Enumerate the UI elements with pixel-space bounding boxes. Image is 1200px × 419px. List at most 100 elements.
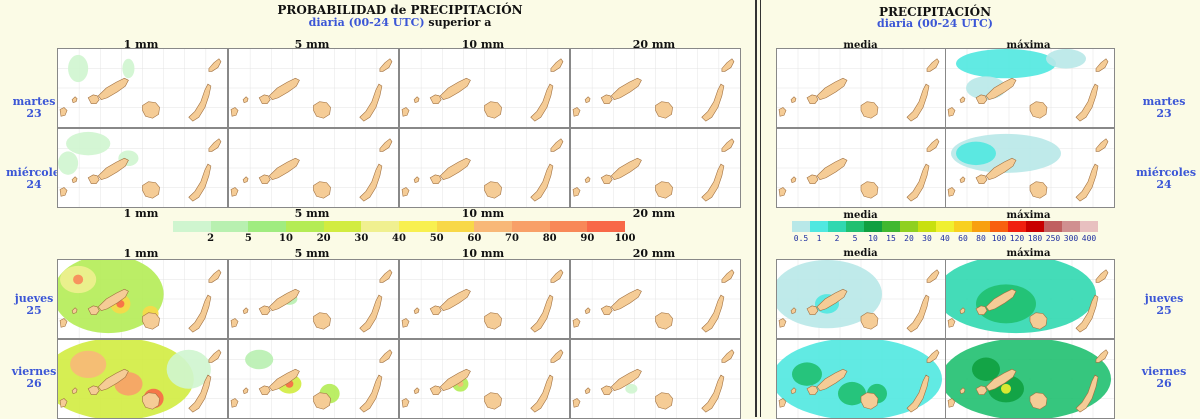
left-col-5mm-mid: 5 mm bbox=[294, 207, 330, 220]
section-separator-2 bbox=[760, 0, 761, 417]
map-panel-miercoles-5mm bbox=[228, 128, 399, 208]
colorbar-tick-label: 120 bbox=[1009, 234, 1025, 243]
colorbar-tick-label: 30 bbox=[922, 234, 932, 243]
colorbar-swatch bbox=[846, 221, 864, 232]
probability-colorbar: 2 5 10 20 30 40 50 60 70 80 90 100 bbox=[173, 221, 635, 245]
colorbar-swatch bbox=[173, 221, 211, 232]
colorbar-tick-label: 5 bbox=[244, 233, 252, 244]
left-col-10mm-mid: 10 mm bbox=[461, 207, 505, 220]
left-subtitle: diaria (00-24 UTC) superior a bbox=[255, 16, 545, 29]
colorbar-swatch bbox=[399, 221, 437, 232]
colorbar-swatch bbox=[1062, 221, 1080, 232]
left-subtitle-threshold: superior a bbox=[428, 16, 492, 29]
left-col-1mm-bot: 1 mm bbox=[123, 247, 159, 260]
colorbar-tick-label: 100 bbox=[991, 234, 1007, 243]
left-col-20mm-bot: 20 mm bbox=[632, 247, 676, 260]
colorbar-tick-label: 2 bbox=[207, 233, 215, 244]
map-panel-martes-maxima bbox=[945, 48, 1115, 128]
colorbar-swatch bbox=[361, 221, 399, 232]
colorbar-tick-label: 10 bbox=[279, 233, 293, 244]
right-col-maxima-bot: máxima bbox=[1006, 248, 1051, 259]
right-col-media-mid: media bbox=[843, 210, 878, 221]
colorbar-swatch bbox=[1008, 221, 1026, 232]
map-panel-viernes-10mm bbox=[399, 339, 570, 419]
colorbar-tick-label: 60 bbox=[958, 234, 968, 243]
colorbar-tick-label: 0.5 bbox=[793, 234, 809, 243]
colorbar-swatch bbox=[512, 221, 550, 232]
colorbar-swatch bbox=[549, 221, 588, 232]
map-panel-miercoles-1mm bbox=[57, 128, 228, 208]
left-col-20mm-mid: 20 mm bbox=[632, 207, 676, 220]
map-panel-jueves-1mm bbox=[57, 259, 228, 339]
colorbar-swatch bbox=[248, 221, 286, 232]
colorbar-swatch bbox=[587, 221, 625, 232]
colorbar-tick-label: 100 bbox=[614, 233, 636, 244]
colorbar-swatch bbox=[864, 221, 882, 232]
map-panel-martes-1mm bbox=[57, 48, 228, 128]
row-label-jueves-right: jueves 25 bbox=[1144, 292, 1184, 317]
map-panel-miercoles-20mm bbox=[570, 128, 741, 208]
colorbar-swatch bbox=[1026, 221, 1044, 232]
colorbar-tick-label: 60 bbox=[467, 233, 482, 244]
colorbar-swatch bbox=[1080, 221, 1098, 232]
colorbar-tick-label: 15 bbox=[886, 234, 896, 243]
colorbar-tick-label: 50 bbox=[429, 233, 444, 244]
colorbar-tick-label: 300 bbox=[1063, 234, 1079, 243]
right-col-maxima-top: máxima bbox=[1006, 40, 1051, 51]
colorbar-swatch bbox=[936, 221, 954, 232]
right-subtitle: diaria (00-24 UTC) bbox=[860, 17, 1010, 30]
left-subtitle-period: diaria (00-24 UTC) bbox=[308, 16, 425, 29]
left-col-10mm-bot: 10 mm bbox=[461, 247, 505, 260]
map-panel-martes-20mm bbox=[570, 48, 741, 128]
colorbar-swatch bbox=[286, 221, 324, 232]
row-label-miercoles: miércoles 24 bbox=[6, 166, 67, 191]
right-title: PRECIPITACIÓN bbox=[878, 5, 992, 19]
left-col-1mm-top: 1 mm bbox=[123, 38, 159, 51]
precipitation-colorbar: 0.5 1 2 5 10 15 20 30 40 60 80 100 120 180 250 300 400 bbox=[792, 221, 1098, 245]
colorbar-swatch bbox=[474, 221, 512, 232]
colorbar-tick-label: 20 bbox=[316, 233, 331, 244]
section-separator bbox=[755, 0, 757, 417]
map-panel-miercoles-media bbox=[776, 128, 946, 208]
colorbar-tick-label: 20 bbox=[904, 234, 914, 243]
colorbar-swatch bbox=[954, 221, 972, 232]
colorbar-tick-label: 90 bbox=[580, 233, 595, 244]
colorbar-tick-label: 40 bbox=[392, 233, 406, 244]
colorbar-swatch bbox=[810, 221, 828, 232]
map-panel-viernes-maxima bbox=[945, 339, 1115, 419]
left-col-20mm-top: 20 mm bbox=[632, 38, 676, 51]
colorbar-tick-label: 250 bbox=[1045, 234, 1061, 243]
map-panel-martes-media bbox=[776, 48, 946, 128]
map-panel-jueves-10mm bbox=[399, 259, 570, 339]
colorbar-swatch bbox=[828, 221, 846, 232]
colorbar-tick-label: 5 bbox=[852, 234, 858, 243]
colorbar-tick-label: 400 bbox=[1081, 234, 1097, 243]
map-panel-miercoles-10mm bbox=[399, 128, 570, 208]
map-panel-jueves-maxima bbox=[945, 259, 1115, 339]
map-panel-jueves-20mm bbox=[570, 259, 741, 339]
left-col-5mm-top: 5 mm bbox=[294, 38, 330, 51]
colorbar-swatch bbox=[323, 221, 362, 232]
colorbar-tick-label: 80 bbox=[976, 234, 986, 243]
map-panel-viernes-5mm bbox=[228, 339, 399, 419]
colorbar-tick-label: 40 bbox=[940, 234, 950, 243]
row-label-martes-right: martes 23 bbox=[1142, 95, 1186, 120]
colorbar-swatch bbox=[1044, 221, 1062, 232]
colorbar-swatch bbox=[918, 221, 936, 232]
colorbar-swatch bbox=[882, 221, 900, 232]
map-panel-martes-10mm bbox=[399, 48, 570, 128]
map-panel-viernes-media bbox=[776, 339, 946, 419]
colorbar-swatch bbox=[900, 221, 918, 232]
left-col-1mm-mid: 1 mm bbox=[123, 207, 159, 220]
left-title: PROBABILIDAD de PRECIPITACIÓN bbox=[277, 3, 523, 17]
map-panel-martes-5mm bbox=[228, 48, 399, 128]
right-col-media-bot: media bbox=[843, 248, 878, 259]
left-col-10mm-top: 10 mm bbox=[461, 38, 505, 51]
row-label-martes: martes 23 bbox=[12, 95, 56, 120]
map-panel-viernes-1mm bbox=[57, 339, 228, 419]
row-label-jueves: jueves 25 bbox=[14, 292, 54, 317]
colorbar-tick-label: 180 bbox=[1027, 234, 1043, 243]
colorbar-swatch bbox=[990, 221, 1008, 232]
left-col-5mm-bot: 5 mm bbox=[294, 247, 330, 260]
row-label-viernes: viernes 26 bbox=[11, 365, 57, 390]
